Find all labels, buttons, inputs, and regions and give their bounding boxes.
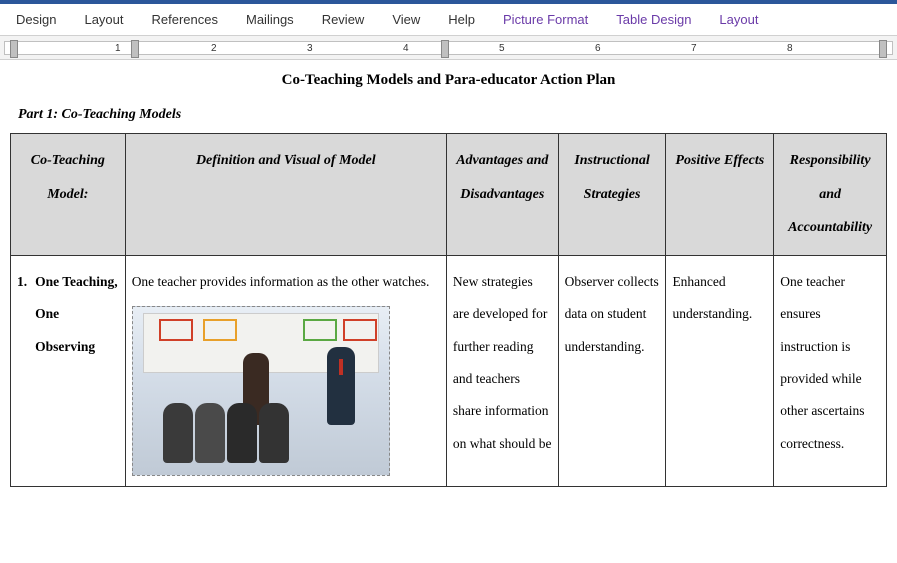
cell-advantages: New strategies are developed for further… — [446, 255, 558, 486]
frame-icon — [159, 319, 193, 341]
person-icon — [227, 403, 257, 463]
menu-review[interactable]: Review — [322, 12, 365, 27]
ruler-num-4: 4 — [403, 43, 409, 54]
cell-strategies: Observer collects data on student unders… — [558, 255, 666, 486]
menu-design[interactable]: Design — [16, 12, 56, 27]
menu-layout-contextual[interactable]: Layout — [719, 12, 758, 27]
classroom-image[interactable] — [132, 306, 390, 476]
ruler-tab-marker-icon[interactable] — [441, 40, 449, 58]
th-effects: Positive Effects — [666, 134, 774, 256]
menu-mailings[interactable]: Mailings — [246, 12, 294, 27]
coteaching-table: Co-Teaching Model: Definition and Visual… — [10, 133, 887, 487]
ruler-margin-left-icon[interactable] — [10, 40, 18, 58]
frame-icon — [303, 319, 337, 341]
th-advantages: Advantages and Disadvantages — [446, 134, 558, 256]
model-number: 1. — [17, 266, 27, 363]
ruler-indent-marker-icon[interactable] — [131, 40, 139, 58]
ruler-num-1: 1 — [115, 43, 121, 54]
th-definition: Definition and Visual of Model — [125, 134, 446, 256]
cell-model: 1. One Teaching, One Observing — [11, 255, 126, 486]
table-row: 1. One Teaching, One Observing One teach… — [11, 255, 887, 486]
cell-responsibility: One teacher ensures instruction is provi… — [774, 255, 887, 486]
menu-view[interactable]: View — [392, 12, 420, 27]
ruler-num-2: 2 — [211, 43, 217, 54]
frame-icon — [343, 319, 377, 341]
ruler-track: 1 2 3 4 5 6 7 8 — [4, 41, 893, 55]
table-header-row: Co-Teaching Model: Definition and Visual… — [11, 134, 887, 256]
menu-bar: Design Layout References Mailings Review… — [0, 4, 897, 36]
th-model: Co-Teaching Model: — [11, 134, 126, 256]
cell-effects: Enhanced understanding. — [666, 255, 774, 486]
menu-layout[interactable]: Layout — [84, 12, 123, 27]
ruler-num-7: 7 — [691, 43, 697, 54]
horizontal-ruler[interactable]: 1 2 3 4 5 6 7 8 — [0, 36, 897, 60]
tie-icon — [339, 359, 343, 375]
person-icon — [259, 403, 289, 463]
ruler-num-6: 6 — [595, 43, 601, 54]
ruler-num-3: 3 — [307, 43, 313, 54]
model-name: One Teaching, One Observing — [35, 266, 119, 363]
menu-picture-format[interactable]: Picture Format — [503, 12, 588, 27]
ruler-num-8: 8 — [787, 43, 793, 54]
cell-definition: One teacher provides information as the … — [125, 255, 446, 486]
person-icon — [195, 403, 225, 463]
document-body: Co-Teaching Models and Para-educator Act… — [0, 60, 897, 487]
menu-table-design[interactable]: Table Design — [616, 12, 691, 27]
menu-help[interactable]: Help — [448, 12, 475, 27]
page-title: Co-Teaching Models and Para-educator Act… — [10, 72, 887, 89]
th-strategies: Instructional Strategies — [558, 134, 666, 256]
th-responsibility: Responsibility and Accountability — [774, 134, 887, 256]
frame-icon — [203, 319, 237, 341]
definition-text: One teacher provides information as the … — [132, 274, 430, 289]
section-heading: Part 1: Co-Teaching Models — [18, 107, 887, 123]
ruler-margin-right-icon[interactable] — [879, 40, 887, 58]
ruler-num-5: 5 — [499, 43, 505, 54]
person-icon — [163, 403, 193, 463]
menu-references[interactable]: References — [152, 12, 218, 27]
